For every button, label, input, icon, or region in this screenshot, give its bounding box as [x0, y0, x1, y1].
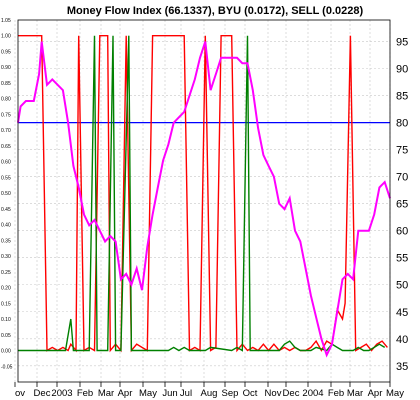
x-tick-label: Oct: [243, 388, 258, 399]
x-tick-label: Apr: [118, 388, 133, 399]
x-tick-label: 2004: [302, 388, 323, 399]
right-tick-label: 90: [396, 64, 408, 76]
left-tick-label: 0.05: [1, 333, 11, 339]
sell-line: [18, 35, 386, 352]
right-tick-label: 55: [396, 253, 408, 265]
money-flow-index-line: [17, 41, 391, 358]
right-tick-label: 40: [396, 334, 408, 346]
left-tick-label: 0.85: [1, 81, 11, 87]
left-tick-label: 0.90: [1, 65, 11, 71]
x-tick-label: May: [139, 388, 157, 399]
left-tick-label: 0.10: [1, 317, 11, 323]
x-tick-label: Jun: [162, 388, 177, 399]
left-tick-label: 0.35: [1, 238, 11, 244]
left-tick-label: 1.00: [1, 34, 11, 40]
left-tick-label: 0.20: [1, 286, 11, 292]
left-tick-label: 0.65: [1, 144, 11, 150]
x-tick-label: Feb: [77, 388, 93, 399]
x-tick-label: Feb: [328, 388, 344, 399]
left-tick-label: 0.15: [1, 301, 11, 307]
left-tick-label: 0.40: [1, 223, 11, 229]
right-tick-label: 95: [396, 37, 408, 49]
x-tick-label: Dec: [34, 388, 51, 399]
x-tick-label: Jul: [180, 388, 192, 399]
x-tick-label: Aug: [201, 388, 218, 399]
x-tick-label: Mar: [347, 388, 363, 399]
right-tick-label: 60: [396, 226, 408, 238]
left-tick-label: 0.60: [1, 160, 11, 166]
x-tick-label: ov: [15, 388, 25, 399]
left-tick-label: 0.70: [1, 128, 11, 134]
chart-title: Money Flow Index (66.1337), BYU (0.0172)…: [67, 5, 364, 17]
right-tick-label: 70: [396, 172, 408, 184]
left-tick-label: 1.05: [1, 18, 11, 24]
right-tick-label: 50: [396, 280, 408, 292]
x-tick-label: Apr: [368, 388, 383, 399]
left-tick-label: 0.30: [1, 254, 11, 260]
left-tick-label: 0.80: [1, 97, 11, 103]
right-tick-label: 65: [396, 199, 408, 211]
left-tick-label: 0.95: [1, 49, 11, 55]
left-tick-label: 0.25: [1, 270, 11, 276]
axis-layer: 95 90 85 80 75 70 65 60 55 50 45 40 35 1.05 1.00 0.95 0.…: [1, 18, 408, 399]
left-tick-label: 0.55: [1, 175, 11, 181]
left-tick-label: 0.50: [1, 191, 11, 197]
x-tick-label: Sep: [222, 388, 239, 399]
x-tick-label: Nov: [265, 388, 282, 399]
x-tick-label: 2003: [51, 388, 72, 399]
right-tick-label: 80: [396, 118, 408, 130]
left-tick-label: 0.75: [1, 112, 11, 118]
left-tick-label: 0.45: [1, 207, 11, 213]
left-tick-label: -0.05: [1, 364, 13, 370]
x-tick-label: May: [386, 388, 404, 399]
right-tick-label: 85: [396, 91, 408, 103]
right-tick-label: 75: [396, 145, 408, 157]
left-tick-label: 0.00: [1, 349, 11, 355]
plot-frame: [17, 19, 391, 383]
right-tick-label: 45: [396, 307, 408, 319]
x-tick-label: Mar: [98, 388, 114, 399]
right-tick-label: 35: [396, 361, 408, 373]
x-tick-label: Dec: [283, 388, 300, 399]
series-layer: [17, 35, 391, 358]
